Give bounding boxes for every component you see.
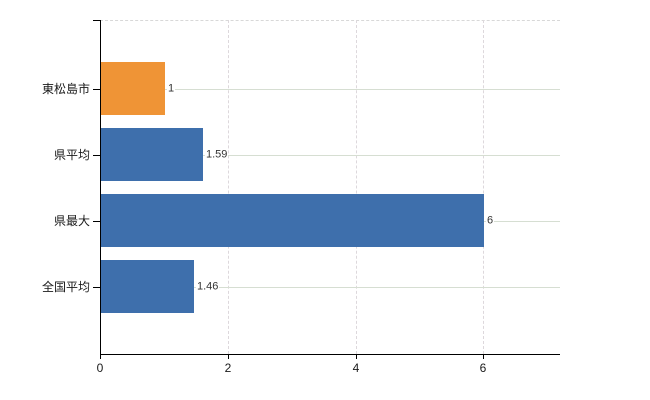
x-axis-tick-label: 2 (224, 361, 232, 375)
bar-value-label: 1 (167, 82, 176, 95)
plot-top-border (100, 20, 560, 21)
y-axis-tick (93, 221, 100, 222)
bar-value-label: 6 (486, 214, 495, 227)
x-axis-tick (483, 354, 484, 359)
bar-value-label: 1.46 (196, 280, 220, 293)
horizontal-gridline (100, 155, 560, 156)
x-axis-tick (100, 354, 101, 359)
x-axis-tick (228, 354, 229, 359)
plot-area: 1 1.59 6 1.46 (100, 20, 560, 354)
vertical-gridline (356, 20, 357, 354)
x-axis-tick (356, 354, 357, 359)
vertical-gridline (228, 20, 229, 354)
y-axis-line (100, 20, 101, 355)
vertical-gridline (483, 20, 484, 354)
category-label: 県最大 (53, 214, 90, 228)
horizontal-gridline (100, 89, 560, 90)
x-axis-line (100, 354, 560, 355)
category-label: 県平均 (53, 148, 90, 162)
y-axis-top-cap-tick (93, 20, 100, 21)
horizontal-gridline (100, 287, 560, 288)
category-label: 東松島市 (41, 82, 90, 96)
x-axis-tick-label: 4 (352, 361, 360, 375)
x-axis-tick-label: 6 (479, 361, 487, 375)
bar-series (101, 128, 203, 181)
bar-series (101, 194, 484, 247)
x-axis-tick-label: 0 (96, 361, 104, 375)
bar-value-label: 1.59 (205, 148, 229, 161)
category-label: 全国平均 (41, 280, 90, 294)
bar-highlight (101, 62, 165, 115)
bar-series (101, 260, 194, 313)
y-axis-tick (93, 155, 100, 156)
y-axis-tick (93, 89, 100, 90)
y-axis-tick (93, 287, 100, 288)
